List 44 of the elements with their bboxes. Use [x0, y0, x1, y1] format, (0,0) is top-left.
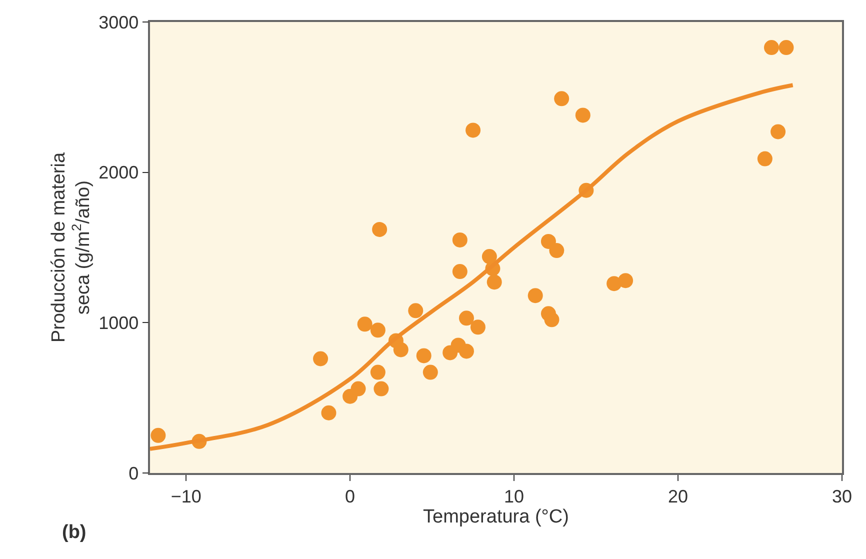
x-tick-label: 20: [668, 486, 688, 506]
x-tick-label: −10: [170, 486, 202, 506]
point: [357, 316, 372, 332]
point: [778, 40, 794, 56]
x-tick-label: 0: [345, 486, 356, 506]
point: [372, 222, 388, 237]
point: [466, 122, 481, 138]
x-axis-title: Temperatura (°C): [423, 506, 569, 528]
point: [458, 344, 474, 359]
line-series: [150, 83, 795, 451]
point: [482, 249, 497, 264]
point: [313, 351, 328, 366]
point: [528, 288, 543, 304]
point: [416, 348, 432, 364]
point: [540, 234, 556, 249]
point: [374, 381, 389, 396]
point: [757, 151, 772, 166]
point: [452, 264, 468, 280]
point: [452, 232, 468, 248]
point: [554, 91, 570, 106]
y-tick-label: 0: [128, 463, 139, 484]
x-tick-label: 10: [504, 486, 524, 506]
point: [549, 243, 564, 258]
y-tick-label: 3000: [98, 12, 139, 32]
text: (b): [62, 522, 86, 543]
y-tick-label: 1000: [98, 312, 139, 333]
point: [150, 428, 166, 443]
point: [370, 322, 386, 338]
y-tick-label: 2000: [98, 162, 139, 183]
point: [618, 273, 634, 288]
point: [486, 274, 502, 290]
point: [764, 40, 779, 56]
point: [370, 364, 386, 380]
x-tick-label: 30: [832, 486, 852, 506]
point: [422, 364, 438, 380]
point: [408, 303, 424, 318]
point: [544, 312, 560, 328]
point: [350, 381, 366, 396]
point: [575, 108, 590, 123]
point: [321, 405, 336, 420]
point: [770, 124, 786, 140]
point: [470, 320, 486, 335]
point: [393, 342, 408, 358]
point: [458, 310, 474, 326]
